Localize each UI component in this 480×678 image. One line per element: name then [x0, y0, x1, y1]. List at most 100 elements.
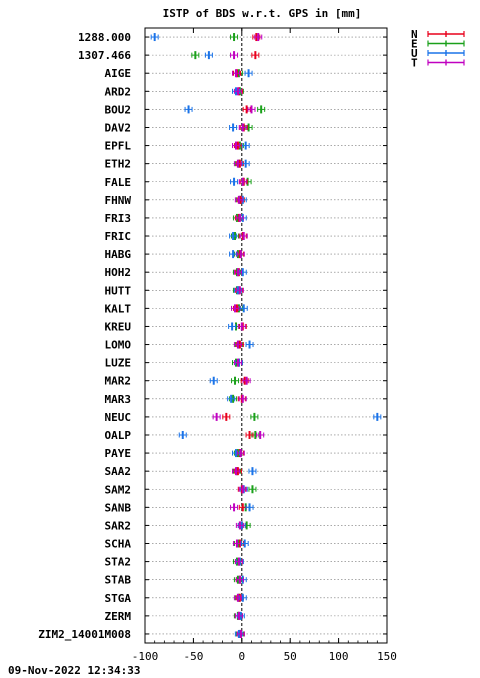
- point-t: [238, 123, 247, 132]
- station-label: FRI3: [105, 212, 132, 225]
- point-u: [239, 304, 248, 313]
- point-t: [230, 51, 239, 60]
- station-label: BOU2: [105, 103, 132, 116]
- station-label: SAR2: [105, 519, 132, 532]
- point-t: [234, 557, 243, 566]
- legend-label: U: [411, 47, 418, 60]
- point-t: [235, 213, 244, 222]
- axis-layer: -100 -50 0 50 100 150 1288.000 1307.466 AIGE ARD2…: [38, 27, 397, 663]
- point-t: [242, 376, 251, 385]
- point-u: [245, 340, 254, 349]
- station-label: FALE: [105, 176, 132, 189]
- point-t: [236, 629, 245, 638]
- station-label: DAV2: [105, 121, 132, 134]
- point-t: [233, 159, 242, 168]
- station-label: KREU: [105, 320, 132, 333]
- point-e: [257, 105, 266, 114]
- station-label: STA2: [105, 556, 132, 569]
- timestamp: 09-Nov-2022 12:34:33: [8, 664, 140, 677]
- station-label: STGA: [105, 592, 132, 605]
- point-u: [241, 141, 250, 150]
- station-label: AIGE: [105, 67, 132, 80]
- point-u: [245, 503, 254, 512]
- point-u: [241, 159, 250, 168]
- station-label: SCHA: [105, 538, 132, 551]
- station-label: SAM2: [105, 483, 132, 496]
- station-label: 1307.466: [78, 49, 131, 62]
- x-tick-label: 150: [377, 650, 397, 663]
- point-n: [242, 105, 251, 114]
- station-label: HABG: [105, 248, 132, 261]
- point-t: [238, 394, 247, 403]
- station-label: ZIM2_14001M008: [38, 628, 131, 641]
- point-e: [248, 485, 257, 494]
- point-t: [233, 593, 242, 602]
- station-label: STAB: [105, 574, 132, 587]
- legend-label: N: [411, 28, 418, 41]
- station-label: LUZE: [105, 357, 132, 370]
- point-t: [235, 286, 244, 295]
- point-t: [233, 358, 242, 367]
- point-t: [237, 322, 246, 331]
- station-label: OALP: [105, 429, 132, 442]
- point-t: [236, 250, 245, 259]
- station-label: SANB: [105, 501, 132, 514]
- point-t: [256, 430, 265, 439]
- point-e: [231, 376, 240, 385]
- point-t: [230, 503, 239, 512]
- point-u: [228, 322, 237, 331]
- point-u: [230, 177, 239, 186]
- point-t: [235, 521, 244, 530]
- station-label: LOMO: [105, 339, 132, 352]
- marks-layer: [150, 33, 382, 638]
- point-t: [234, 195, 243, 204]
- x-tick-label: -50: [183, 650, 203, 663]
- point-u: [244, 69, 253, 78]
- x-tick-label: 0: [238, 650, 245, 663]
- point-t: [232, 539, 241, 548]
- point-u: [248, 467, 257, 476]
- point-u: [209, 376, 218, 385]
- legend-label: E: [411, 38, 418, 51]
- point-n: [251, 51, 260, 60]
- point-t: [234, 611, 243, 620]
- station-label: ARD2: [105, 85, 132, 98]
- station-label: FRIC: [105, 230, 132, 243]
- plot-frame: [144, 27, 388, 644]
- point-t: [235, 575, 244, 584]
- point-e: [230, 33, 239, 42]
- point-t: [247, 105, 256, 114]
- station-label: HOH2: [105, 266, 132, 279]
- point-t: [231, 69, 240, 78]
- station-label: NEUC: [105, 411, 132, 424]
- station-label: PAYE: [105, 447, 132, 460]
- station-label: EPFL: [105, 140, 132, 153]
- point-u: [178, 430, 187, 439]
- point-u: [184, 105, 193, 114]
- x-tick-label: 100: [329, 650, 349, 663]
- point-u: [150, 33, 159, 42]
- point-t: [231, 141, 240, 150]
- legend-label: T: [411, 57, 418, 70]
- point-t: [212, 412, 221, 421]
- station-label: ZERM: [105, 610, 132, 623]
- point-t: [231, 467, 240, 476]
- point-u: [240, 539, 249, 548]
- point-t: [238, 485, 247, 494]
- point-t: [238, 177, 247, 186]
- point-t: [236, 449, 245, 458]
- point-t: [254, 33, 263, 42]
- point-e: [250, 412, 259, 421]
- point-t: [233, 340, 242, 349]
- station-label: KALT: [105, 302, 132, 315]
- station-label: 1288.000: [78, 31, 131, 44]
- station-label: HUTT: [105, 284, 132, 297]
- point-u: [373, 412, 382, 421]
- point-u: [204, 51, 213, 60]
- point-u: [229, 232, 238, 241]
- point-u: [238, 593, 247, 602]
- point-t: [233, 87, 242, 96]
- point-u: [229, 123, 238, 132]
